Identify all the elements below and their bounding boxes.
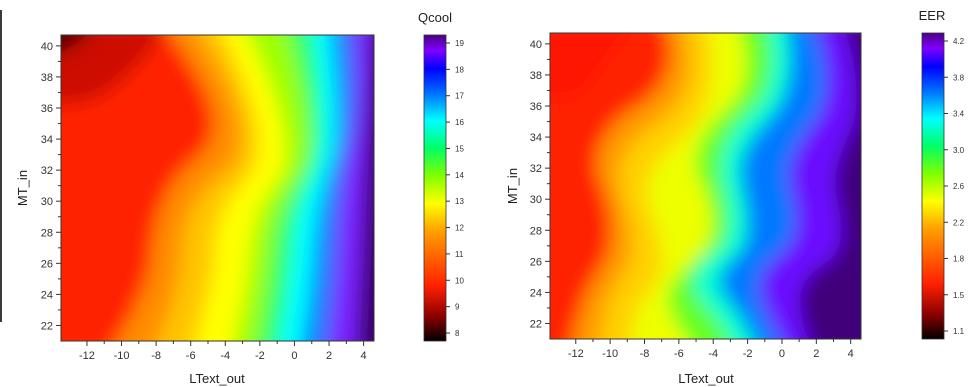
- y-tick-label: 36: [41, 103, 53, 115]
- colorbar-tick-label: 1.5: [953, 291, 965, 300]
- x-tick-label: -6: [186, 350, 196, 362]
- x-tick-label: 0: [779, 348, 785, 360]
- y-tick-label: 36: [530, 101, 542, 113]
- x-tick-label: -8: [151, 350, 161, 362]
- colorbar-tick-label: 1.1: [953, 327, 965, 336]
- x-tick-label: -2: [743, 348, 753, 360]
- y-tick-label: 24: [530, 287, 542, 299]
- y-tick-label: 34: [41, 134, 53, 146]
- y-tick-label: 38: [530, 70, 542, 82]
- colorbar-tick-label: 10: [455, 276, 464, 285]
- x-tick-label: 4: [848, 348, 854, 360]
- colorbar-tick-label: 3.4: [953, 110, 965, 119]
- y-tick-label: 40: [530, 39, 542, 51]
- colorbar-tick-label: 11: [455, 250, 464, 259]
- colorbar-eer: [921, 32, 945, 340]
- x-tick-label: -10: [602, 348, 618, 360]
- colorbar-tick-label: 1.8: [953, 255, 965, 264]
- y-tick-label: 22: [530, 318, 542, 330]
- x-tick-label: -4: [220, 350, 230, 362]
- colorbar-tick-label: 15: [455, 144, 464, 153]
- colorbar-tick-label: 3.8: [953, 73, 965, 82]
- colorbar-tick-label: 2.2: [953, 218, 965, 227]
- colorbar-qcool: [423, 34, 447, 342]
- colorbar-tick-label: 16: [455, 118, 464, 127]
- x-tick-label: -10: [114, 350, 130, 362]
- x-axis-label-eer: LText_out: [678, 371, 734, 386]
- x-tick-label: -12: [79, 350, 95, 362]
- y-tick-label: 26: [530, 256, 542, 268]
- colorbar-tick-label: 14: [455, 171, 464, 180]
- colorbar-title-qcool: Qcool: [418, 10, 452, 25]
- x-tick-label: -6: [674, 348, 684, 360]
- y-tick-label: 38: [41, 72, 53, 84]
- colorbar-ticks-eer: 1.1 1.5 1.8 2.2 2.6 3.0 3.4 3.8 4.2: [944, 37, 965, 336]
- colorbar-tick-label: 3.0: [953, 146, 965, 155]
- colorbar-tick-label: 9: [455, 303, 460, 312]
- y-tick-label: 40: [41, 41, 53, 53]
- colorbar-tick-label: 18: [455, 65, 464, 74]
- y-tick-label: 32: [41, 165, 53, 177]
- x-tick-label: -8: [640, 348, 650, 360]
- colorbar-tick-label: 2.6: [953, 182, 965, 191]
- y-tick-label: 28: [530, 225, 542, 237]
- y-tick-label: 22: [41, 320, 53, 332]
- plot-area-eer: [549, 32, 862, 340]
- y-tick-label: 24: [41, 289, 53, 301]
- colorbar-tick-label: 8: [455, 329, 460, 338]
- x-tick-label: 0: [291, 350, 297, 362]
- y-tick-label: 30: [530, 194, 542, 206]
- colorbar-tick-label: 13: [455, 197, 464, 206]
- y-tick-label: 30: [41, 196, 53, 208]
- x-tick-label: 2: [813, 348, 819, 360]
- y-axis-label-eer: MT_in: [505, 168, 520, 204]
- colorbar-tick-label: 12: [455, 224, 464, 233]
- y-axis-label-qcool: MT_in: [15, 170, 30, 206]
- y-tick-label: 34: [530, 132, 542, 144]
- colorbar-tick-label: 4.2: [953, 37, 965, 46]
- left-edge-line: [0, 10, 2, 322]
- colorbar-tick-label: 17: [455, 92, 464, 101]
- x-axis-label-qcool: LText_out: [189, 371, 245, 386]
- y-tick-label: 32: [530, 163, 542, 175]
- x-tick-label: -12: [568, 348, 584, 360]
- colorbar-ticks-qcool: 8 9 10 11 12 13 14 15 16 17 18 19: [446, 39, 464, 338]
- y-tick-label: 26: [41, 258, 53, 270]
- colorbar-title-eer: EER: [919, 8, 946, 23]
- x-tick-label: 2: [326, 350, 332, 362]
- x-tick-label: 4: [361, 350, 367, 362]
- x-tick-label: -4: [708, 348, 718, 360]
- plot-area-qcool: [60, 34, 375, 342]
- x-tick-label: -2: [255, 350, 265, 362]
- colorbar-tick-label: 19: [455, 39, 464, 48]
- y-tick-label: 28: [41, 227, 53, 239]
